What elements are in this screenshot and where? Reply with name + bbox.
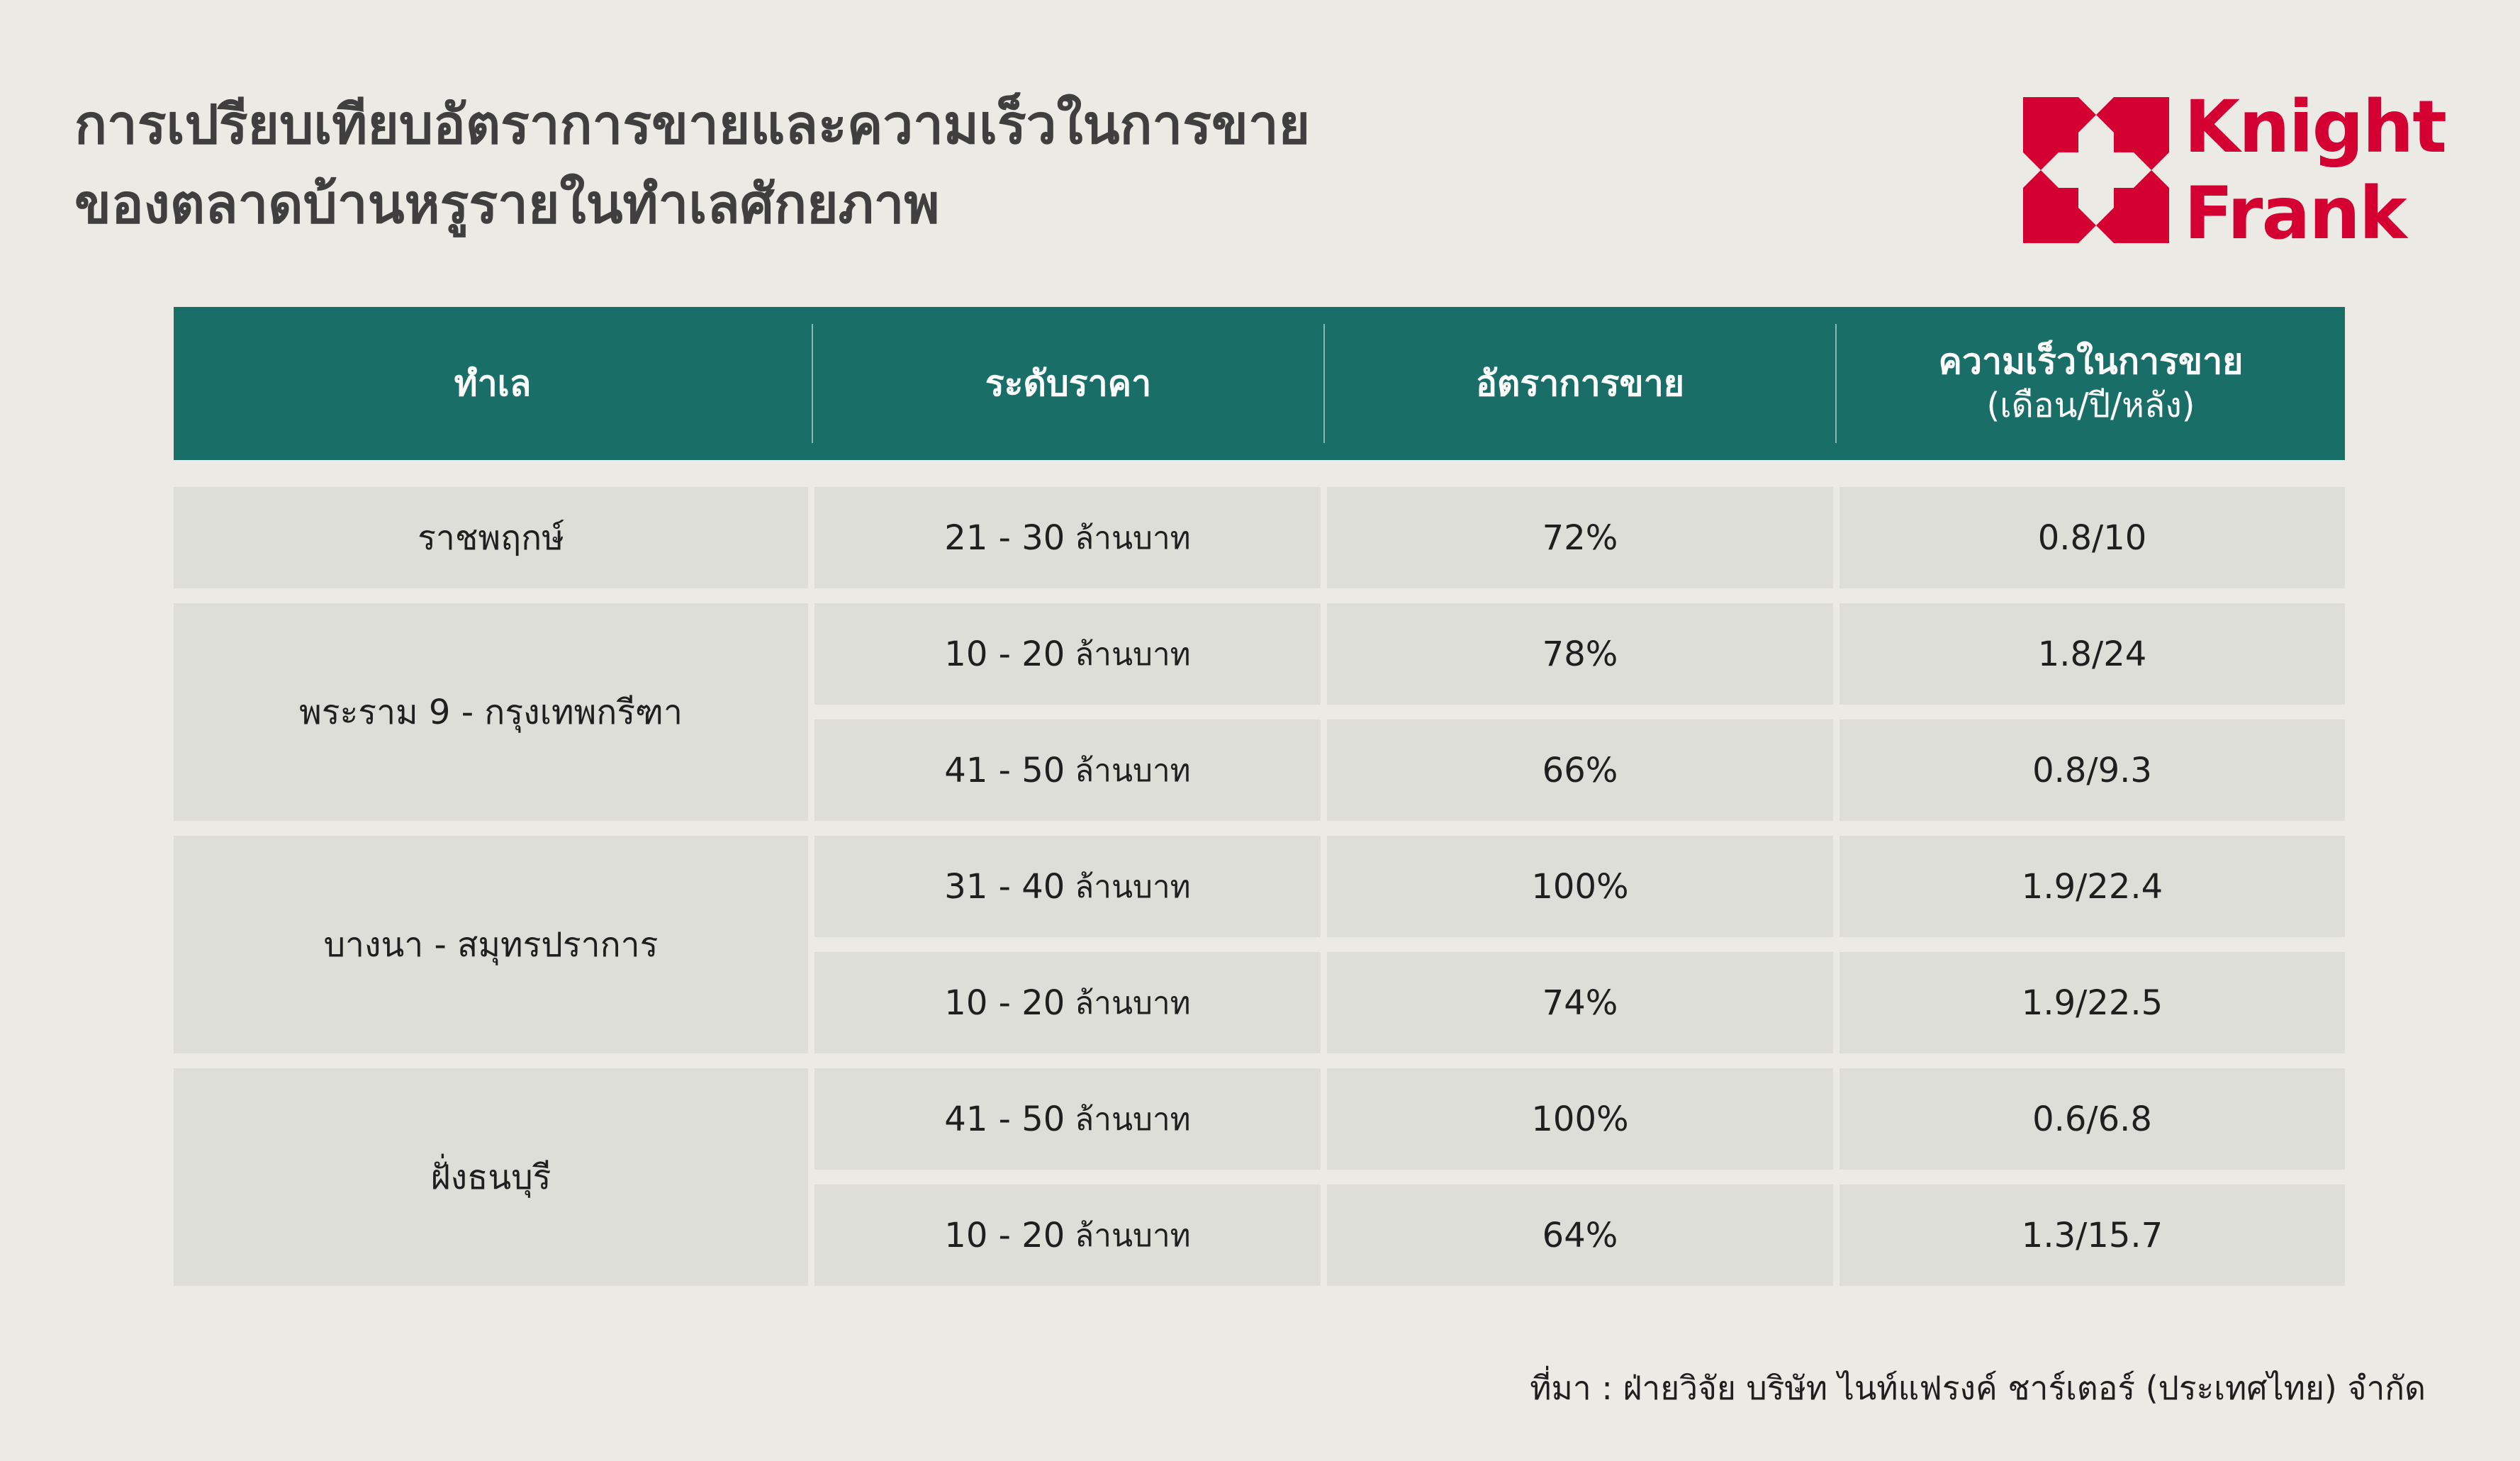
- price-range: 10 - 20: [944, 634, 1065, 674]
- page-title-line-2: ของตลาดบ้านหรูรายในทำเลศักยภาพ: [74, 172, 940, 235]
- sales-rate-cell: 64%: [1327, 1185, 1833, 1286]
- speed-cell: 0.8/9.3: [1839, 720, 2345, 821]
- sales-rate-value: 100%: [1531, 866, 1629, 907]
- speed-cell: 1.9/22.4: [1839, 836, 2345, 937]
- header-speed-label: ความเร็วในการขาย: [1938, 341, 2244, 382]
- page-title: การเปรียบเทียบอัตราการขายและความเร็วในกา…: [74, 85, 1310, 244]
- sales-rate-cell: 100%: [1327, 1068, 1833, 1170]
- sales-comparison-table: ทำเล ระดับราคา อัตราการขาย ความเร็วในการ…: [174, 307, 2345, 1286]
- location-label: ราชพฤกษ์: [418, 517, 564, 558]
- knight-frank-mark-icon: [2023, 97, 2169, 243]
- speed-value: 0.6/6.8: [2032, 1099, 2152, 1139]
- location-label: บางนา - สมุทรปราการ: [323, 924, 659, 965]
- speed-cell: 0.8/10: [1839, 487, 2345, 588]
- location-cell: ราชพฤกษ์: [174, 487, 808, 588]
- price-cell: 10 - 20 ล้านบาท: [814, 603, 1321, 705]
- price-unit: ล้านบาท: [1075, 752, 1191, 789]
- location-cell: พระราม 9 - กรุงเทพกรีฑา: [174, 603, 808, 821]
- price-cell: 10 - 20 ล้านบาท: [814, 1185, 1321, 1286]
- speed-value: 1.9/22.5: [2021, 983, 2163, 1023]
- speed-cell: 1.3/15.7: [1839, 1185, 2345, 1286]
- price-unit: ล้านบาท: [1075, 1101, 1191, 1138]
- header-price: ระดับราคา: [813, 307, 1323, 460]
- price-range: 10 - 20: [944, 1215, 1065, 1255]
- speed-value: 1.8/24: [2037, 634, 2147, 674]
- sales-rate-cell: 66%: [1327, 720, 1833, 821]
- speed-value: 0.8/10: [2037, 517, 2147, 558]
- sales-rate-value: 66%: [1542, 750, 1618, 790]
- location-label: ฝั่งธนบุรี: [430, 1157, 551, 1197]
- price-cell: 21 - 30 ล้านบาท: [814, 487, 1321, 588]
- price-cell: 41 - 50 ล้านบาท: [814, 1068, 1321, 1170]
- price-unit: ล้านบาท: [1075, 985, 1191, 1021]
- sales-rate-cell: 100%: [1327, 836, 1833, 937]
- sales-rate-value: 72%: [1542, 517, 1618, 558]
- speed-cell: 1.9/22.5: [1839, 952, 2345, 1053]
- header-divider: [1835, 324, 1837, 443]
- price-cell: 10 - 20 ล้านบาท: [814, 952, 1321, 1053]
- logo-text-frank: Frank: [2184, 172, 2407, 256]
- logo-text-knight: Knight: [2184, 85, 2447, 169]
- header-speed-unit: (เดือน/ปี/หลัง): [1986, 386, 2195, 425]
- speed-value: 0.8/9.3: [2032, 750, 2152, 790]
- price-unit: ล้านบาท: [1075, 520, 1191, 556]
- price-unit: ล้านบาท: [1075, 636, 1191, 673]
- price-range: 10 - 20: [944, 983, 1065, 1023]
- speed-value: 1.9/22.4: [2021, 866, 2163, 907]
- header-speed: ความเร็วในการขาย (เดือน/ปี/หลัง): [1837, 307, 2345, 460]
- page-title-line-1: การเปรียบเทียบอัตราการขายและความเร็วในกา…: [74, 93, 1311, 156]
- header-sales-rate: อัตราการขาย: [1325, 307, 1835, 460]
- price-unit: ล้านบาท: [1075, 868, 1191, 905]
- price-range: 31 - 40: [944, 866, 1065, 907]
- header-divider: [812, 324, 813, 443]
- sales-rate-cell: 78%: [1327, 603, 1833, 705]
- header-location: ทำเล: [174, 307, 812, 460]
- logo-wordmark: Knight Frank: [2184, 84, 2447, 257]
- knight-frank-logo: Knight Frank: [2023, 85, 2447, 256]
- price-cell: 41 - 50 ล้านบาท: [814, 720, 1321, 821]
- header-sales-rate-label: อัตราการขาย: [1475, 363, 1685, 404]
- price-cell: 31 - 40 ล้านบาท: [814, 836, 1321, 937]
- header-divider: [1323, 324, 1325, 443]
- price-range: 41 - 50: [944, 750, 1065, 790]
- sales-rate-value: 64%: [1542, 1215, 1618, 1255]
- price-unit: ล้านบาท: [1075, 1217, 1191, 1254]
- sales-rate-value: 100%: [1531, 1099, 1629, 1139]
- location-cell: บางนา - สมุทรปราการ: [174, 836, 808, 1053]
- speed-cell: 1.8/24: [1839, 603, 2345, 705]
- location-label: พระราม 9 - กรุงเทพกรีฑา: [299, 692, 683, 732]
- sales-rate-cell: 72%: [1327, 487, 1833, 588]
- sales-rate-value: 78%: [1542, 634, 1618, 674]
- price-range: 21 - 30: [944, 517, 1065, 558]
- sales-rate-value: 74%: [1542, 983, 1618, 1023]
- speed-cell: 0.6/6.8: [1839, 1068, 2345, 1170]
- price-range: 41 - 50: [944, 1099, 1065, 1139]
- sales-rate-cell: 74%: [1327, 952, 1833, 1053]
- speed-value: 1.3/15.7: [2021, 1215, 2163, 1255]
- source-note: ที่มา : ฝ่ายวิจัย บริษัท ไนท์แฟรงค์ ชาร์…: [1530, 1369, 2426, 1407]
- location-cell: ฝั่งธนบุรี: [174, 1068, 808, 1286]
- table-header: ทำเล ระดับราคา อัตราการขาย ความเร็วในการ…: [174, 307, 2345, 460]
- header-location-label: ทำเล: [454, 363, 532, 404]
- header-price-label: ระดับราคา: [985, 363, 1152, 404]
